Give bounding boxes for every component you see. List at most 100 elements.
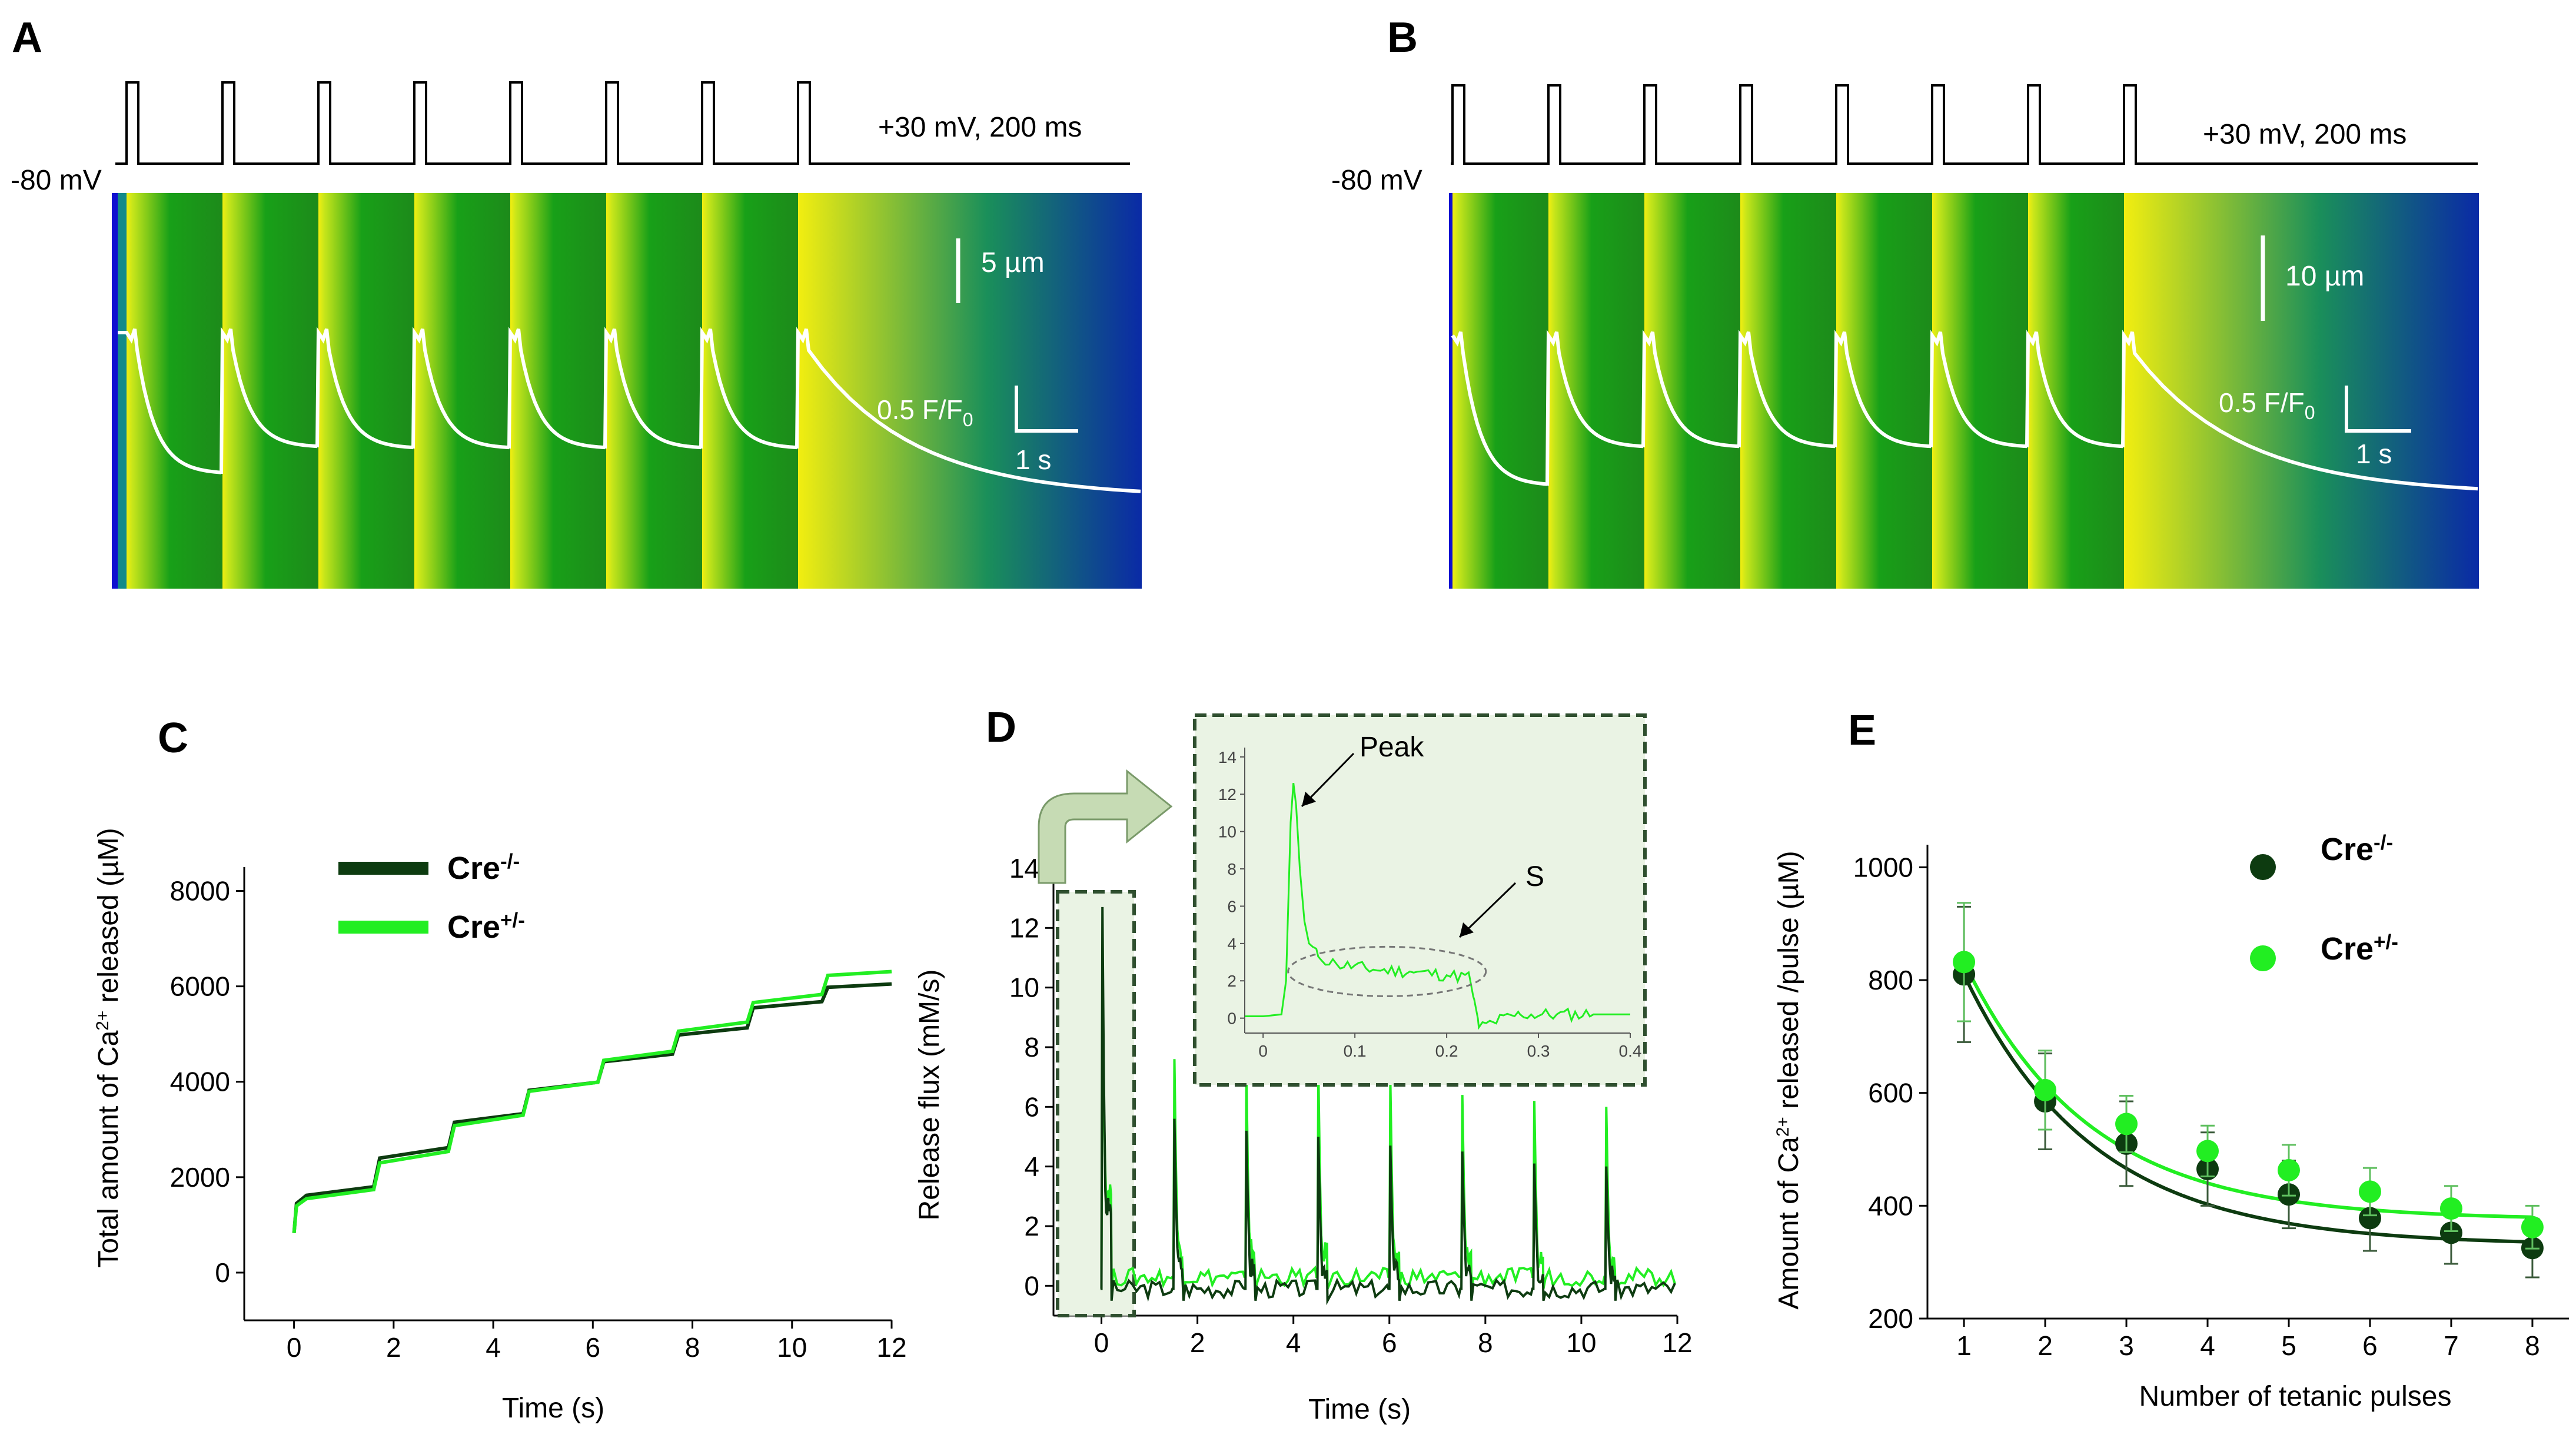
y-tick-label: 200 bbox=[1868, 1303, 1913, 1334]
panel-d-chart: 0 2 4 6 8 10 12 0 2 4 6 8 10 12 14 Time (s) Release flux… bbox=[914, 713, 1693, 1425]
inset-x-tick-label: 0.3 bbox=[1527, 1042, 1550, 1060]
x-tick-label: 6 bbox=[1382, 1327, 1397, 1358]
x-tick-label: 10 bbox=[777, 1332, 807, 1363]
y-tick-label: 14 bbox=[1009, 853, 1039, 884]
x-axis-title: Number of tetanic pulses bbox=[2139, 1381, 2452, 1412]
inset-y-tick-label: 12 bbox=[1218, 785, 1237, 803]
linescan-stripe bbox=[1548, 193, 1644, 589]
y-tick-label: 8000 bbox=[170, 876, 230, 907]
panel-a-time-scale-label: 1 s bbox=[1015, 444, 1051, 475]
first-pulse-highlight-box bbox=[1056, 890, 1136, 1317]
x-tick-label: 10 bbox=[1566, 1327, 1596, 1358]
inset-y-tick-label: 10 bbox=[1218, 823, 1237, 841]
panel-a-amp-time-scale-bar bbox=[1015, 386, 1078, 433]
panel-a-label: A bbox=[12, 14, 42, 61]
linescan-stripe bbox=[1836, 193, 1932, 589]
linescan-stripe bbox=[414, 193, 510, 589]
legend-marker bbox=[2250, 854, 2276, 880]
panel-c-label: C bbox=[158, 715, 188, 762]
s-label: S bbox=[1525, 861, 1544, 892]
linescan-stripe bbox=[1740, 193, 1836, 589]
legend-label: Cre+/- bbox=[2321, 931, 2398, 967]
y-tick-label: 10 bbox=[1009, 972, 1039, 1003]
y-tick-label: 12 bbox=[1009, 912, 1039, 943]
x-tick-label: 2 bbox=[1190, 1327, 1205, 1358]
linescan-left-edge bbox=[1449, 193, 1455, 589]
x-axis-title: Time (s) bbox=[1308, 1394, 1411, 1425]
panel-a-fluorescence-trace bbox=[118, 327, 1141, 493]
data-point bbox=[2115, 1113, 2138, 1135]
inset-box bbox=[1193, 713, 1647, 1087]
x-tick-label: 3 bbox=[2119, 1330, 2134, 1361]
x-tick-label: 6 bbox=[586, 1332, 601, 1363]
panel-d: D 0 2 4 6 8 10 12 0 2 4 6 8 10 12 14 Time (s) Release fl… bbox=[914, 704, 1693, 1425]
panel-a-linescan-image bbox=[112, 193, 1142, 589]
fit-curve bbox=[1962, 961, 2532, 1219]
y-tick-label: 8 bbox=[1024, 1032, 1039, 1063]
x-tick-label: 8 bbox=[685, 1332, 700, 1363]
series-line bbox=[292, 982, 892, 1233]
panel-b-label: B bbox=[1387, 14, 1418, 61]
panel-b: B -80 mV +30 mV, 200 ms 10 µm 0.5 F/F0 1… bbox=[1331, 14, 2479, 589]
panel-e-label: E bbox=[1848, 707, 1876, 754]
legend-label: Cre+/- bbox=[447, 909, 525, 945]
linescan-stripe bbox=[1452, 193, 1548, 589]
steady-state-ellipse bbox=[1287, 945, 1487, 997]
legend-label: Cre-/- bbox=[447, 850, 520, 886]
y-tick-label: 600 bbox=[1868, 1078, 1913, 1108]
fit-curve bbox=[1962, 974, 2532, 1244]
inset-x-tick-label: 0.4 bbox=[1619, 1042, 1642, 1060]
data-point bbox=[2439, 1197, 2462, 1220]
inset-y-tick-label: 6 bbox=[1227, 897, 1237, 915]
x-tick-label: 4 bbox=[2200, 1330, 2215, 1361]
y-tick-label: 4 bbox=[1024, 1151, 1039, 1182]
y-tick-label: 2 bbox=[1024, 1211, 1039, 1241]
x-tick-label: 12 bbox=[876, 1332, 906, 1363]
linescan-stripe bbox=[606, 193, 702, 589]
linescan-stripe bbox=[318, 193, 414, 589]
inset-x-tick-label: 0 bbox=[1258, 1042, 1268, 1060]
panel-b-linescan-image bbox=[1449, 193, 2479, 589]
panel-e-chart: 1 2 3 4 5 6 7 8 200 400 600 800 1000 Number of tetani… bbox=[1773, 831, 2569, 1412]
data-point bbox=[2439, 1221, 2462, 1244]
panel-b-fluorescence-trace bbox=[1451, 330, 2478, 491]
data-point bbox=[2196, 1140, 2219, 1163]
panel-e: E 1 2 3 4 5 6 7 8 200 400 600 800 1000 Number of teta… bbox=[1773, 707, 2569, 1412]
x-tick-label: 4 bbox=[1286, 1327, 1301, 1358]
panel-a-space-scale-label: 5 µm bbox=[981, 247, 1045, 278]
data-point bbox=[2034, 1078, 2057, 1101]
x-tick-label: 8 bbox=[2525, 1330, 2540, 1361]
x-tick-label: 12 bbox=[1662, 1327, 1692, 1358]
y-axis-title: Amount of Ca2+ released /pulse (µM) bbox=[1773, 851, 1804, 1309]
peak-label: Peak bbox=[1360, 732, 1424, 763]
x-tick-label: 7 bbox=[2444, 1330, 2459, 1361]
inset-x-tick-label: 0.1 bbox=[1344, 1042, 1367, 1060]
linescan-stripe bbox=[127, 193, 222, 589]
series-line bbox=[1100, 907, 1676, 1306]
linescan-pre-stimulus bbox=[118, 193, 127, 589]
x-tick-label: 6 bbox=[2362, 1330, 2378, 1361]
linescan-stripe bbox=[510, 193, 606, 589]
data-point bbox=[2277, 1158, 2300, 1181]
linescan-left-edge bbox=[112, 193, 118, 589]
inset-y-tick-label: 2 bbox=[1227, 972, 1237, 990]
y-tick-label: 400 bbox=[1868, 1190, 1913, 1221]
peak-arrowhead-icon bbox=[1302, 792, 1316, 806]
inset-y-tick-label: 14 bbox=[1218, 748, 1237, 766]
panel-a: A -80 mV +30 mV, 200 ms 5 µm 0.5 F/F0 1 … bbox=[11, 14, 1142, 589]
y-tick-label: 0 bbox=[1024, 1270, 1039, 1301]
y-tick-label: 0 bbox=[215, 1257, 230, 1288]
y-tick-label: 800 bbox=[1868, 965, 1913, 995]
linescan-stripe bbox=[1932, 193, 2028, 589]
linescan-stripe bbox=[2028, 193, 2124, 589]
x-tick-label: 0 bbox=[287, 1332, 302, 1363]
panel-c-chart: 0 2 4 6 8 10 12 0 2000 4000 6000 8000 Time (s) Total … bbox=[93, 828, 907, 1424]
linescan-stripe bbox=[798, 193, 1142, 589]
x-tick-label: 2 bbox=[386, 1332, 401, 1363]
data-point bbox=[1953, 951, 1976, 974]
linescan-stripe bbox=[2124, 193, 2479, 589]
panel-a-voltage-protocol bbox=[115, 81, 1130, 165]
legend-label: Cre-/- bbox=[2321, 831, 2393, 867]
panel-b-voltage-protocol bbox=[1451, 84, 2478, 165]
